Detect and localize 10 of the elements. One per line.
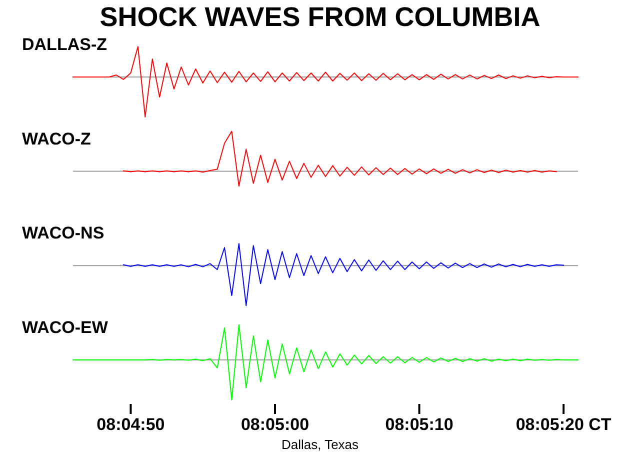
x-tick-label: 08:05:20 CT [516, 415, 612, 434]
chart-subtitle: WACO-Z [22, 129, 91, 148]
x-tick-label: 08:04:50 [96, 415, 165, 434]
chart-subtitle: DALLAS-Z [22, 35, 107, 54]
chart-title: SHOCK WAVES FROM COLUMBIA [100, 2, 540, 32]
x-tick-label: 08:05:10 [385, 415, 454, 434]
chart-subtitle: WACO-EW [22, 318, 109, 337]
x-tick-label: 08:05:00 [240, 415, 310, 434]
text: Dallas, Texas [281, 437, 360, 452]
chart-subtitle: WACO-NS [22, 224, 104, 243]
